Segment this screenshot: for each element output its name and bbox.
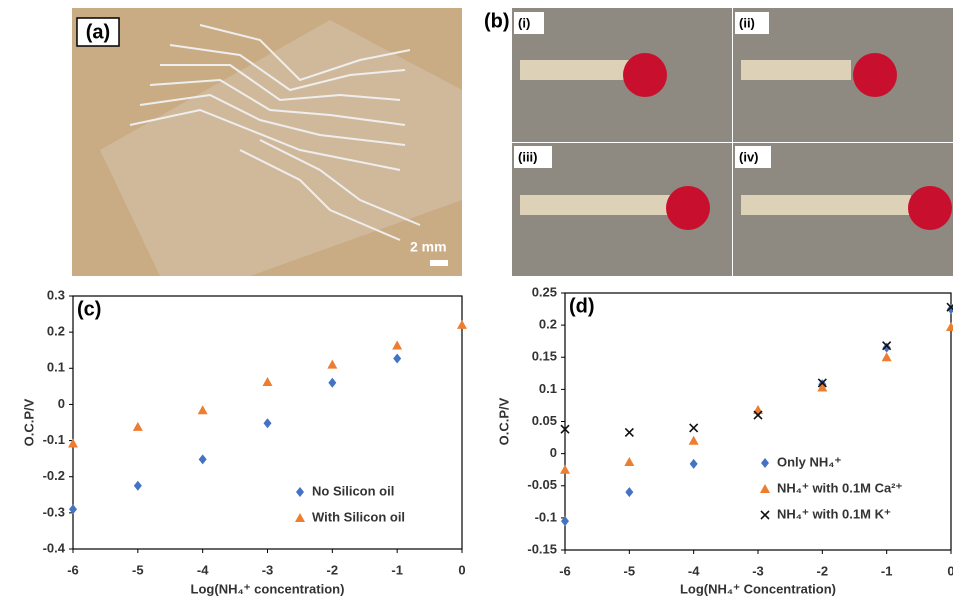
marker	[689, 436, 699, 445]
x-tick-label: -1	[881, 563, 893, 578]
marker	[882, 352, 892, 361]
marker	[133, 422, 143, 431]
legend-label: NH₄⁺ with 0.1M K⁺	[777, 506, 891, 521]
marker	[199, 454, 207, 464]
marker	[761, 458, 769, 468]
x-tick-label: -6	[67, 562, 79, 577]
marker	[457, 320, 467, 329]
y-tick-label: -0.1	[43, 432, 65, 447]
y-tick-label: 0.05	[532, 413, 557, 428]
sub-label: (ii)	[739, 15, 755, 30]
marker	[392, 341, 402, 350]
y-tick-label: 0.25	[532, 284, 557, 299]
y-tick-label: 0.2	[539, 317, 557, 332]
y-tick-label: 0.1	[47, 360, 65, 375]
y-tick-label: 0.15	[532, 349, 557, 364]
marker	[264, 418, 272, 428]
marker	[134, 481, 142, 491]
marker	[690, 424, 698, 432]
legend-label: Only NH₄⁺	[777, 454, 841, 469]
sub-label: (i)	[518, 15, 530, 30]
scale-bar	[430, 260, 448, 266]
x-tick-label: -2	[327, 562, 339, 577]
plot-frame	[565, 293, 951, 550]
photo-b	[512, 8, 953, 276]
marker	[760, 484, 770, 493]
x-tick-label: -3	[752, 563, 764, 578]
panel-label: (a)	[86, 21, 110, 43]
marker	[393, 354, 401, 364]
legend-label: NH₄⁺ with 0.1M Ca²⁺	[777, 480, 903, 495]
x-tick-label: -1	[391, 562, 403, 577]
marker	[946, 322, 953, 331]
y-axis-label: O.C.P/V	[496, 397, 511, 445]
sub-label: (iii)	[518, 149, 538, 164]
x-axis-label: Log(NH₄⁺ concentration)	[191, 581, 345, 596]
x-axis-label: Log(NH₄⁺ Concentration)	[680, 581, 836, 596]
marker	[68, 438, 78, 447]
marker	[198, 405, 208, 414]
x-tick-label: 0	[458, 562, 465, 577]
y-tick-label: 0	[550, 445, 557, 460]
marker	[625, 487, 633, 497]
marker	[327, 360, 337, 369]
marker	[296, 487, 304, 497]
y-tick-label: -0.2	[43, 468, 65, 483]
y-tick-label: 0.1	[539, 381, 557, 396]
x-tick-label: -3	[262, 562, 274, 577]
marker	[560, 465, 570, 474]
marker	[690, 459, 698, 469]
x-tick-label: -6	[559, 563, 571, 578]
y-tick-label: -0.05	[527, 477, 557, 492]
marker	[328, 378, 336, 388]
marker	[761, 511, 769, 519]
scale-bar-label: 2 mm	[410, 239, 447, 255]
marker	[295, 513, 305, 522]
legend-label: With Silicon oil	[312, 509, 405, 524]
panel-label: (c)	[77, 298, 101, 320]
y-tick-label: -0.3	[43, 504, 65, 519]
y-tick-label: -0.1	[535, 509, 557, 524]
y-tick-label: -0.15	[527, 541, 557, 556]
marker	[625, 428, 633, 436]
marker	[263, 377, 273, 386]
x-tick-label: -4	[197, 562, 209, 577]
x-tick-label: -5	[624, 563, 636, 578]
x-tick-label: -5	[132, 562, 144, 577]
x-tick-label: -2	[817, 563, 829, 578]
x-tick-label: 0	[947, 563, 953, 578]
figure: (a) 2 mm (b) (i) (ii) (iii) (iv) -0.4 -0.…	[0, 0, 953, 600]
panel-label: (d)	[569, 295, 595, 317]
y-axis-label: O.C.P/V	[21, 398, 36, 446]
x-tick-label: -4	[688, 563, 700, 578]
legend-label: No Silicon oil	[312, 483, 394, 498]
y-tick-label: 0.2	[47, 324, 65, 339]
y-tick-label: -0.4	[43, 540, 66, 555]
panel-label: (b)	[484, 10, 510, 32]
y-tick-label: 0	[58, 396, 65, 411]
marker	[624, 457, 634, 466]
sub-label: (iv)	[739, 149, 759, 164]
y-tick-label: 0.3	[47, 287, 65, 302]
